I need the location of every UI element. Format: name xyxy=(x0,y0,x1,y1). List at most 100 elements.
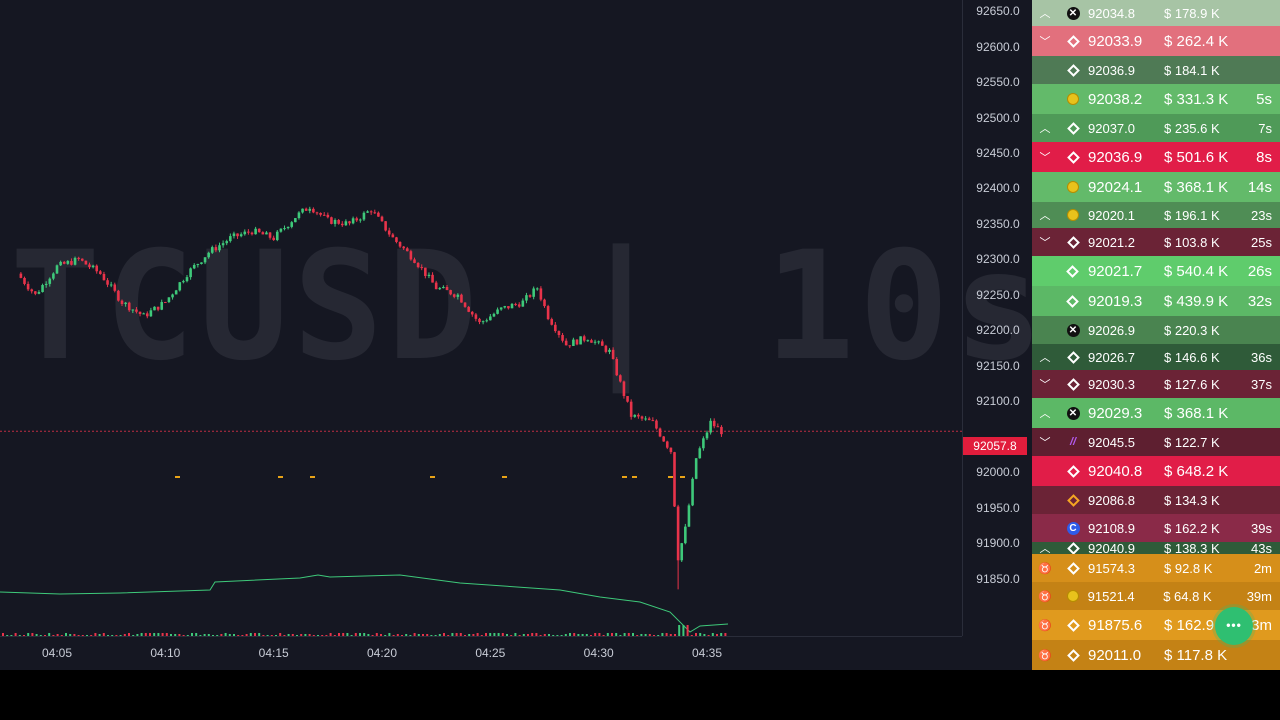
volume-bar xyxy=(459,633,462,636)
candle-body xyxy=(619,375,622,382)
trade-age: 23s xyxy=(1251,207,1272,223)
trade-row[interactable]: 92086.8 $ 134.3 K xyxy=(1032,486,1280,514)
trades-feed[interactable]: ︿ ✕ 92034.8 $ 178.9 K ﹀ 92033.9 $ 262.4 K 92036… xyxy=(1032,0,1280,670)
trade-row[interactable]: ♉ 92011.0 $ 117.8 K xyxy=(1032,640,1280,670)
volume-bar xyxy=(506,634,508,636)
candle-body xyxy=(460,294,463,303)
candle-body xyxy=(517,304,521,307)
volume-bar xyxy=(287,634,290,636)
candle-body xyxy=(290,222,294,227)
chevron-down-icon: ﹀ xyxy=(1039,237,1051,249)
volume-bar xyxy=(476,633,479,636)
candle-body xyxy=(351,218,355,224)
trade-size: $ 439.9 K xyxy=(1163,292,1229,310)
trade-age: 37s xyxy=(1251,376,1272,392)
trade-row[interactable]: ︿ 92026.7 $ 146.6 K 36s xyxy=(1032,344,1280,370)
trade-price: 92011.0 xyxy=(1088,646,1142,664)
candle-body xyxy=(344,221,348,226)
candle-body xyxy=(312,208,315,213)
candle-body xyxy=(265,232,268,235)
candle-body xyxy=(387,230,391,235)
volume-bar xyxy=(94,633,97,636)
candle-body xyxy=(315,212,319,214)
trade-row[interactable]: ︿ 92020.1 $ 196.1 K 23s xyxy=(1032,202,1280,228)
trade-row[interactable]: ﹀ 92030.3 $ 127.6 K 37s xyxy=(1032,370,1280,398)
volume-bar xyxy=(657,635,660,636)
candle-body xyxy=(539,288,543,300)
volume-bar xyxy=(325,635,328,636)
trade-row[interactable]: ﹀ 92033.9 $ 262.4 K xyxy=(1032,26,1280,56)
trade-price: 92034.8 xyxy=(1088,5,1135,21)
trade-price: 92021.7 xyxy=(1087,262,1143,280)
candle-body xyxy=(261,232,265,235)
trade-price: 92021.2 xyxy=(1088,234,1135,250)
volume-bar xyxy=(2,633,4,636)
candle-body xyxy=(687,505,691,527)
volume-bar xyxy=(375,633,378,636)
binance-icon xyxy=(1058,150,1088,164)
volume-bar xyxy=(304,634,307,636)
trade-row[interactable]: ﹀ 92021.2 $ 103.8 K 25s xyxy=(1032,228,1280,256)
trade-row[interactable]: 92038.2 $ 331.3 K 5s xyxy=(1032,84,1280,114)
trade-row[interactable]: ﹀ 92036.9 $ 501.6 K 8s xyxy=(1032,142,1280,172)
trade-row[interactable]: 92040.8 $ 648.2 K xyxy=(1032,456,1280,486)
volume-bar xyxy=(485,633,487,636)
trade-row[interactable]: ﹀ // 92045.5 $ 122.7 K xyxy=(1032,428,1280,456)
trade-size: $ 184.1 K xyxy=(1164,62,1220,78)
trade-row[interactable]: ♉ 91521.4 $ 64.8 K 39m xyxy=(1032,582,1280,610)
price-chart[interactable]: TCUSD | 10s 92650.0 92600.0 92550.0 92500.0… xyxy=(0,0,1032,670)
candle-body xyxy=(268,232,272,238)
trade-row[interactable]: ︿ 92037.0 $ 235.6 K 7s xyxy=(1032,114,1280,142)
price-tick-label: 92550.0 xyxy=(976,75,1020,90)
trade-price: 92036.9 xyxy=(1088,62,1135,78)
trade-size: $ 196.1 K xyxy=(1164,207,1220,223)
candle-body xyxy=(214,247,218,251)
candle-body xyxy=(716,426,720,428)
trade-row[interactable]: ✕ 92026.9 $ 220.3 K xyxy=(1032,316,1280,344)
candle-body xyxy=(492,313,496,317)
trade-row[interactable]: 92024.1 $ 368.1 K 14s xyxy=(1032,172,1280,202)
candle-body xyxy=(438,288,442,290)
trade-row[interactable]: 92036.9 $ 184.1 K xyxy=(1032,56,1280,84)
candle-body xyxy=(564,340,568,346)
chevron-up-icon: ︿ xyxy=(1039,210,1051,222)
trade-size: $ 103.8 K xyxy=(1164,234,1220,250)
candle-body xyxy=(210,247,214,253)
time-axis[interactable]: 04:05 04:10 04:15 04:20 04:25 04:30 04:35 xyxy=(0,636,962,670)
candle-body xyxy=(572,339,575,346)
candle-body xyxy=(373,212,377,214)
trade-row[interactable]: ♉ 91574.3 $ 92.8 K 2m xyxy=(1032,554,1280,582)
price-tick-label: 91900.0 xyxy=(976,536,1020,551)
binance-icon xyxy=(1058,542,1088,554)
trade-row[interactable]: 92021.7 $ 540.4 K 26s xyxy=(1032,256,1280,286)
price-axis[interactable]: 92650.0 92600.0 92550.0 92500.0 92450.0 92400… xyxy=(962,0,1032,636)
bitmex-coin-icon xyxy=(1058,181,1088,193)
candle-body xyxy=(413,259,416,263)
volume-bar xyxy=(497,633,500,636)
trade-size: $ 127.6 K xyxy=(1164,376,1220,392)
volume-bar xyxy=(623,633,626,636)
more-options-button[interactable]: ••• xyxy=(1215,607,1253,645)
trade-row[interactable]: ︿ 92040.9 $ 138.3 K 43s xyxy=(1032,542,1280,554)
volume-bar xyxy=(262,635,265,636)
candle-body xyxy=(91,265,95,268)
trade-row[interactable]: ︿ ✕ 92034.8 $ 178.9 K xyxy=(1032,0,1280,26)
candle-body xyxy=(680,543,684,561)
candle-body xyxy=(207,252,210,258)
candle-body xyxy=(499,307,503,310)
volume-bar xyxy=(81,635,84,636)
candle-body xyxy=(456,294,460,297)
trade-row[interactable]: 92019.3 $ 439.9 K 32s xyxy=(1032,286,1280,316)
candles-plot[interactable] xyxy=(0,0,962,670)
volume-bar xyxy=(207,634,210,636)
candle-body xyxy=(712,420,716,427)
trade-row[interactable]: ︿ ✕ 92029.3 $ 368.1 K xyxy=(1032,398,1280,428)
trade-price: 92086.8 xyxy=(1088,492,1135,508)
price-tick-label: 92300.0 xyxy=(976,252,1020,267)
trade-row[interactable]: C 92108.9 $ 162.2 K 39s xyxy=(1032,514,1280,542)
volume-bar xyxy=(52,635,55,636)
candle-body xyxy=(189,268,192,278)
candle-body xyxy=(326,214,330,218)
candle-body xyxy=(200,262,203,264)
candle-body xyxy=(474,314,478,319)
